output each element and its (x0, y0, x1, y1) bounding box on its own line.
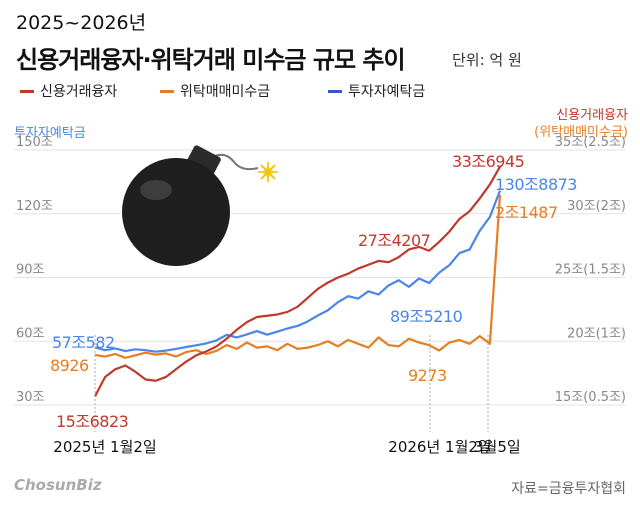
y-axis-right: 15조(0.5조) 20조(1조) 25조(1.5조) 30조(2조) 35조(2.5조… (555, 135, 626, 405)
x-tick-label: 2026년 1월2일 (388, 438, 491, 456)
legend-item-credit: 신용거래융자 (20, 81, 117, 101)
y-tick-left: 120조 (16, 199, 53, 214)
x-tick-label: 3월5일 (474, 438, 521, 456)
legend-swatch-credit (20, 89, 34, 93)
legend-label-credit: 신용거래융자 (40, 84, 118, 100)
data-label: 15조6823 (56, 412, 128, 431)
data-label: 57조582 (52, 333, 115, 352)
data-label: 2조1487 (495, 203, 558, 222)
y-axis-left-label: 투자자예탁금 (14, 126, 86, 141)
series-line-credit (94, 166, 501, 397)
y-axis-right-sublabel: (위탁매매미수금) (534, 125, 628, 140)
data-label: 89조5210 (390, 307, 463, 326)
legend-label-deposit: 투자자예탁금 (348, 84, 426, 100)
source-note: 자료=금융투자협회 (511, 481, 626, 497)
series-line-deposit (94, 190, 502, 353)
data-label: 130조8873 (495, 175, 577, 194)
y-tick-left: 90조 (16, 263, 45, 278)
x-tick-label: 2025년 1월2일 (53, 438, 156, 456)
data-label: 9273 (408, 366, 447, 385)
y-tick-right: 15조(0.5조) (555, 390, 626, 405)
y-axis-left: 30조 60조 90조 120조 150조 (16, 135, 53, 405)
data-label: 33조6945 (452, 152, 524, 171)
legend-item-deposit: 투자자예탁금 (328, 81, 425, 101)
chart-series (94, 166, 502, 397)
brand-logo: ChosunBiz (14, 476, 102, 494)
legend-label-unpaid: 위탁매매미수금 (180, 84, 271, 100)
chart-annotations: 15조6823 27조4207 33조6945 8926 9273 2조1487 57조58… (50, 152, 577, 431)
y-tick-right: 30조(2조) (567, 199, 626, 214)
y-tick-right: 25조(1.5조) (555, 263, 626, 278)
data-label: 8926 (50, 356, 89, 375)
chart-subtitle: 2025~2026년 (16, 12, 147, 34)
y-axis-right-label: 신용거래융자 (556, 108, 628, 123)
chart-gridlines (14, 149, 626, 406)
bomb-icon (122, 145, 278, 266)
y-tick-left: 150조 (16, 135, 53, 150)
unit-label: 단위: 억 원 (452, 51, 522, 69)
legend-swatch-unpaid (160, 89, 174, 93)
data-label: 27조4207 (358, 231, 430, 250)
chart-title: 신용거래융자·위탁거래 미수금 규모 추이 (16, 46, 406, 74)
y-tick-left: 30조 (16, 390, 45, 405)
y-tick-right: 20조(1조) (567, 326, 626, 341)
legend-swatch-deposit (328, 89, 342, 93)
y-tick-right: 35조(2.5조) (555, 135, 626, 150)
legend-item-unpaid: 위탁매매미수금 (160, 81, 270, 101)
y-tick-left: 60조 (16, 326, 45, 341)
series-line-unpaid (94, 194, 502, 359)
